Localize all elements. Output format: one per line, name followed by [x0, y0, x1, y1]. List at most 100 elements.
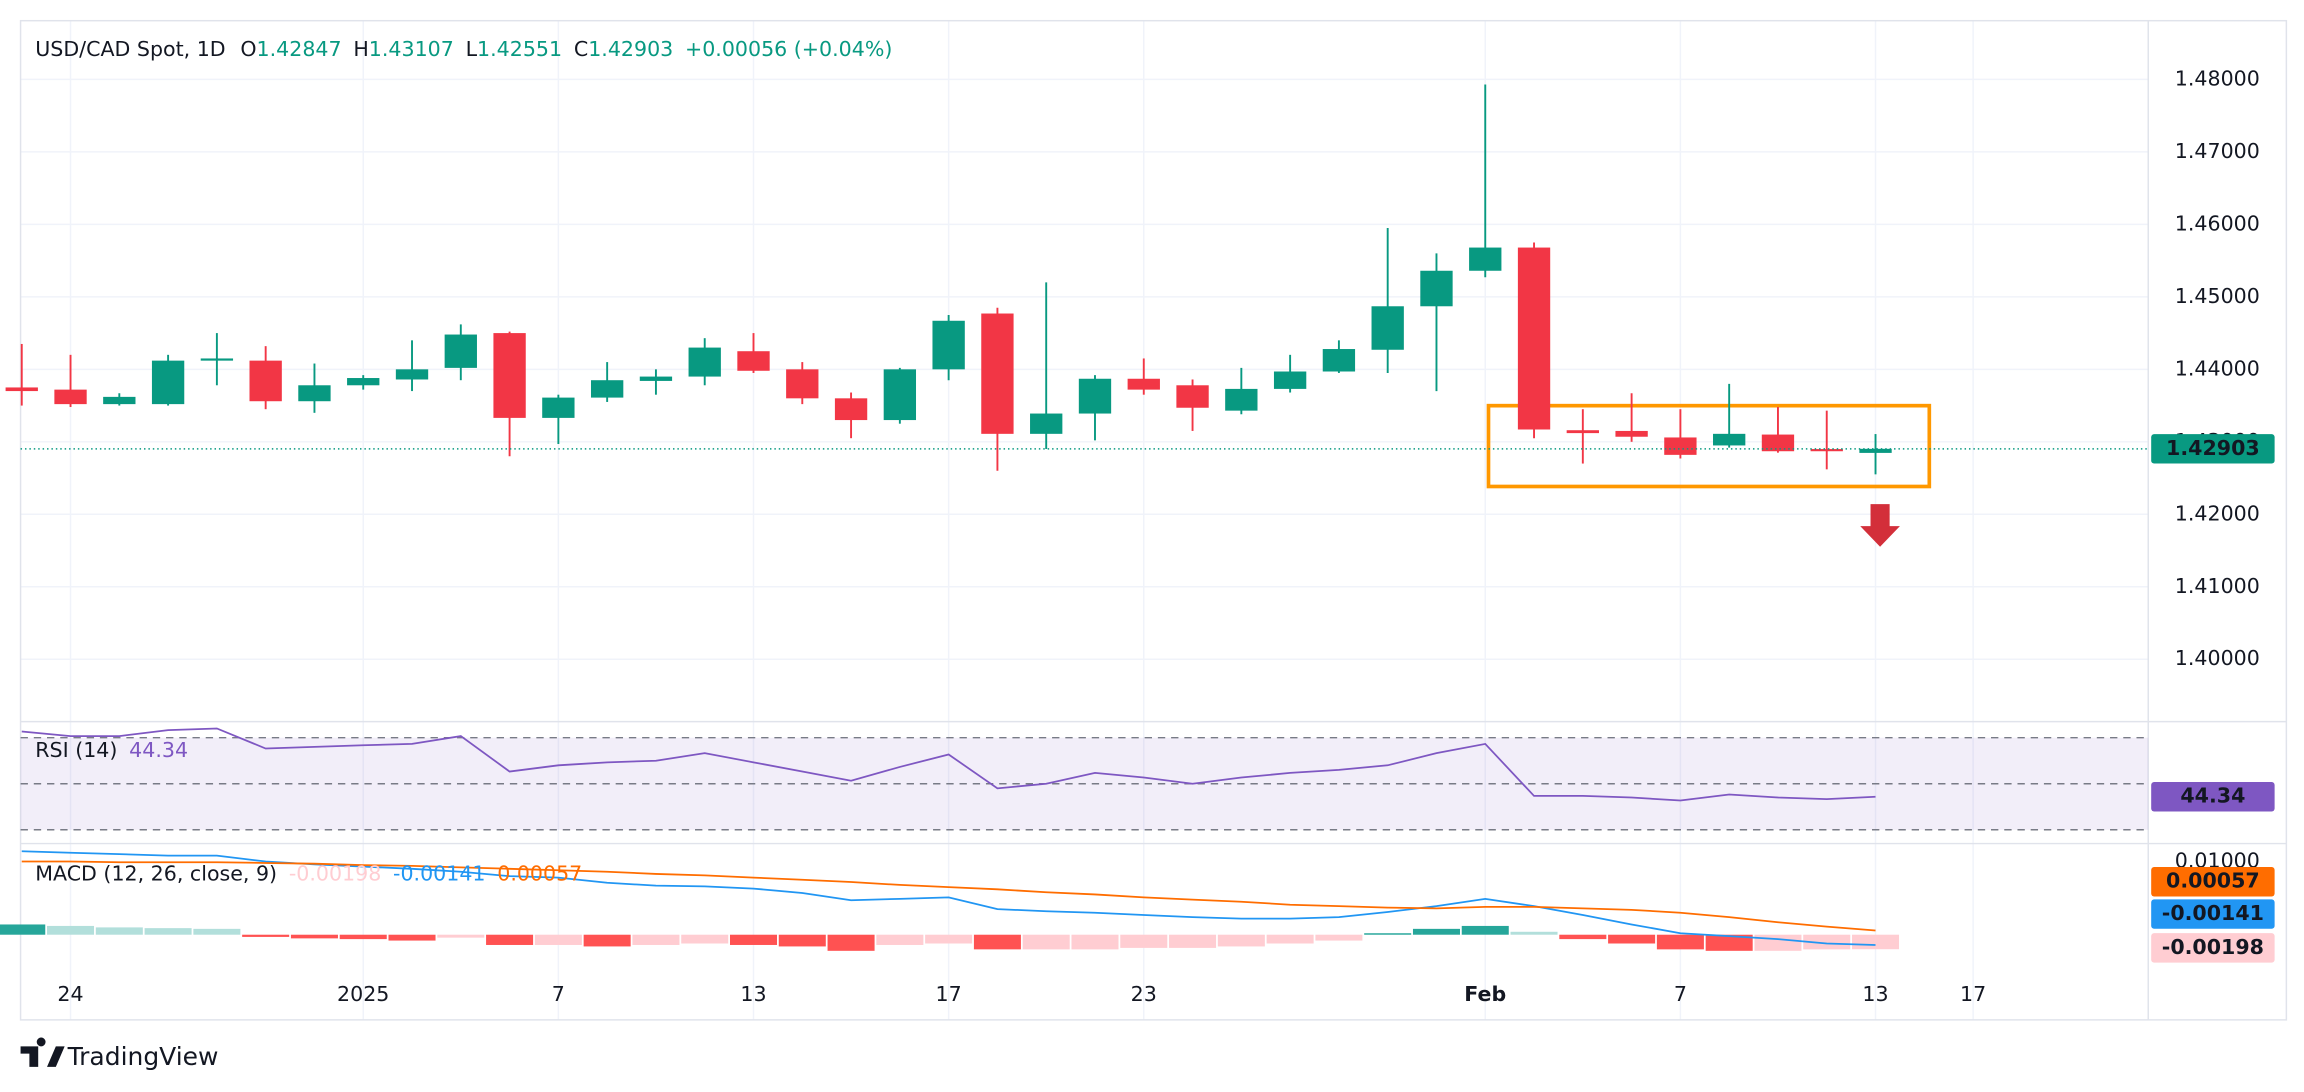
candle-body [1517, 247, 1551, 430]
x-tick-label: 17 [1960, 982, 1986, 1006]
candle-body [688, 347, 721, 377]
macd-histogram-bar [0, 924, 46, 935]
change: +0.00056 (+0.04%) [685, 37, 892, 61]
macd-histogram-bar [242, 934, 290, 937]
macd-histogram-bar [1754, 934, 1802, 951]
candle-body [1859, 448, 1892, 453]
candle-body [395, 369, 429, 380]
y-tick-label: 1.47000 [2175, 139, 2260, 163]
macd-histogram-bar [1412, 928, 1460, 935]
macd-histogram-bar [1510, 931, 1558, 935]
ohlc-key: H [353, 37, 368, 61]
macd-histogram-bar [388, 934, 436, 941]
candle-body [1761, 434, 1795, 452]
macd-histogram-bar [876, 934, 924, 945]
signal-value: 0.00057 [497, 861, 582, 885]
candle-body [493, 333, 526, 418]
macd-histogram-bar [778, 934, 826, 947]
candle-body [1078, 378, 1112, 414]
macd-histogram-bar [1022, 934, 1070, 950]
macd-badge: -0.00141 [2162, 901, 2264, 925]
down-arrow [1860, 504, 1900, 547]
candle-body [347, 378, 380, 386]
macd-histogram-bar [1169, 934, 1217, 948]
ohlc-value: 1.42551 [477, 37, 562, 61]
candle-body [1420, 270, 1453, 307]
candle-body [1225, 388, 1258, 411]
x-tick-label: 24 [57, 982, 83, 1006]
price-badge: 1.42903 [2166, 436, 2260, 460]
candle-body [883, 369, 917, 421]
candle-body [737, 351, 770, 371]
x-tick-label: 23 [1131, 982, 1157, 1006]
y-tick-label: 1.48000 [2175, 66, 2260, 90]
macd-histogram-bar [925, 934, 973, 944]
legend-header: USD/CAD Spot, 1D O1.42847 H1.43107 L1.42551… [35, 37, 892, 61]
ohlc-key: O [240, 37, 256, 61]
candle-body [1322, 349, 1356, 372]
ohlc-key: L [466, 37, 478, 61]
macd-histogram-bar [973, 934, 1021, 950]
macd-histogram-bar [1364, 933, 1412, 935]
y-tick-label: 1.45000 [2175, 284, 2260, 308]
candle-body [249, 360, 282, 402]
macd-histogram-bar [47, 925, 95, 935]
candle-body [1030, 413, 1063, 434]
macd-histogram-bar [339, 934, 387, 940]
candle-body [639, 376, 673, 381]
macd-histogram-bar [486, 934, 534, 945]
y-tick-label: 1.41000 [2175, 574, 2260, 598]
macd-legend: MACD (12, 26, close, 9) -0.00198 -0.00141 0… [35, 861, 582, 885]
hist-badge: -0.00198 [2162, 935, 2264, 959]
highlight-annotation [1486, 403, 1932, 547]
y-tick-label: 0.01000 [2175, 848, 2260, 872]
x-tick-label: 7 [1674, 982, 1687, 1006]
candle-body [54, 389, 87, 405]
symbol-title: USD/CAD Spot, 1D [35, 37, 225, 61]
candle-body [1127, 378, 1160, 390]
macd-histogram-bar [729, 934, 778, 945]
macd-histogram-bar [1656, 934, 1704, 950]
macd-histogram-bar [1461, 925, 1509, 935]
y-tick-label: 1.46000 [2175, 211, 2260, 235]
candle-body [1273, 371, 1307, 389]
signal-badge: 0.00057 [2166, 869, 2260, 893]
ohlc-value: 1.42903 [588, 37, 673, 61]
macd-histogram-bar [144, 928, 192, 935]
macd-value: -0.00141 [393, 861, 485, 885]
ohlc-value: 1.43107 [369, 37, 454, 61]
x-tick-label: Feb [1464, 982, 1506, 1006]
candle-body [1176, 385, 1209, 408]
macd-line [21, 850, 1876, 946]
candle-body [298, 385, 331, 402]
ohlc-value: 1.42847 [257, 37, 342, 61]
macd-histogram-bar [534, 934, 582, 945]
macd-badge-bg [2151, 899, 2275, 929]
y-tick-label: 1.44000 [2175, 356, 2260, 380]
candle-body [103, 396, 136, 405]
range-box [1486, 403, 1932, 489]
macd-histogram-bar [1217, 934, 1265, 947]
rsi-legend: RSI (14) 44.34 [35, 738, 188, 762]
price-badge-bg [2151, 434, 2275, 464]
hist-badge-bg [2151, 933, 2275, 963]
x-tick-label: 17 [936, 982, 962, 1006]
ohlc-key: C [574, 37, 588, 61]
macd-histogram-bar [437, 934, 485, 938]
y-tick-label: 1.42000 [2175, 501, 2260, 525]
macd-histogram-bar [290, 934, 338, 939]
candle-body [151, 360, 185, 405]
candle-body [200, 358, 234, 361]
rsi-line [21, 727, 1876, 802]
signal-line [21, 860, 1876, 932]
brand-name: TradingView [67, 1042, 219, 1071]
brand-logo [20, 1037, 65, 1067]
rsi-value: 44.34 [129, 738, 188, 762]
candle-body [5, 387, 38, 392]
macd-histogram-bar [583, 934, 631, 947]
macd-histogram-bar [193, 928, 241, 935]
candle-body [542, 397, 575, 418]
